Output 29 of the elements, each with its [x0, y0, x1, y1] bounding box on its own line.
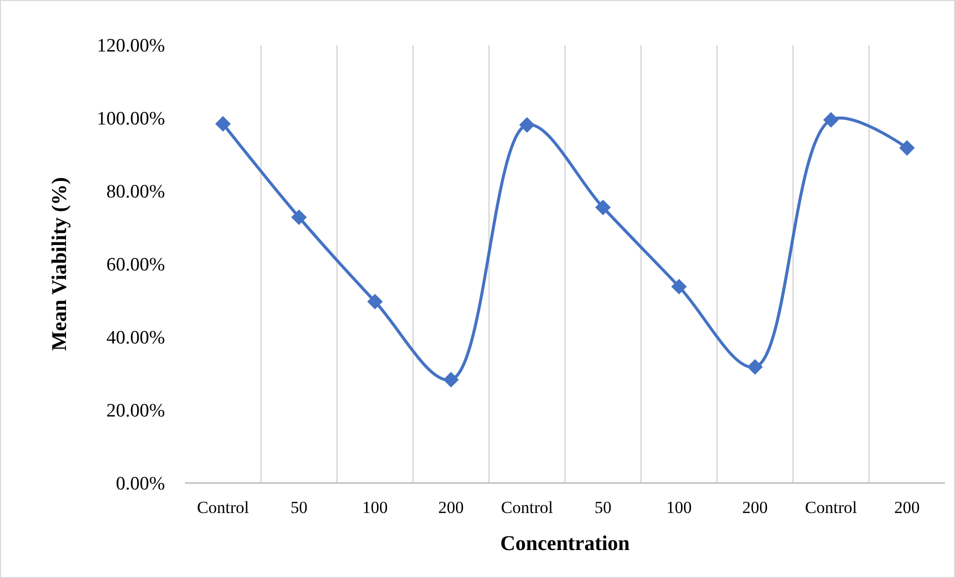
point [519, 117, 535, 133]
y-axis-title: Mean Viability (%) [47, 177, 71, 351]
x-tick-label: 200 [894, 498, 920, 517]
point [595, 200, 611, 215]
y-tick-label: 0.00% [116, 474, 166, 495]
point [215, 116, 231, 132]
x-tick-label: 50 [594, 498, 612, 517]
y-tick-label: 40.00% [106, 328, 166, 349]
x-tick-label: 200 [438, 498, 464, 517]
point [367, 294, 383, 310]
y-tick-label: 20.00% [106, 400, 166, 422]
x-tick-label: 200 [742, 498, 768, 517]
point [443, 372, 459, 388]
y-tick-label: 60.00% [106, 254, 166, 276]
point [671, 279, 687, 294]
y-tick-label: 100.00% [96, 108, 166, 130]
x-tick-label: 50 [290, 498, 308, 517]
x-axis-title: Concentration [500, 531, 630, 555]
x-tick-label: Control [805, 498, 858, 517]
x-tick-label: 100 [362, 498, 388, 517]
y-tick-label: 80.00% [106, 182, 166, 203]
x-tick-label: Control [501, 498, 554, 517]
x-tick-label: Control [197, 498, 250, 517]
x-tick-label: 100 [666, 498, 692, 517]
point [291, 210, 307, 225]
point [899, 140, 915, 156]
point [823, 112, 839, 128]
y-tick-label: 120.00% [96, 36, 166, 57]
point [747, 359, 763, 374]
